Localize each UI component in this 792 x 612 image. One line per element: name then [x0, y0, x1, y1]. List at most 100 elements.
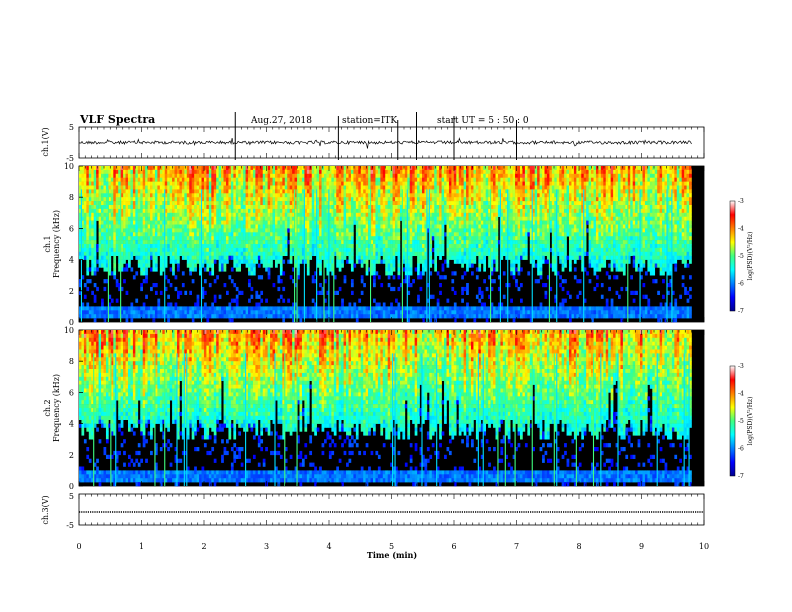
- spectrogram-cell: [377, 216, 381, 221]
- spectrogram-cell: [137, 205, 141, 210]
- spectrogram-cell: [478, 236, 482, 241]
- spectrogram-cell: [402, 185, 406, 190]
- spectrogram-cell: [110, 247, 114, 253]
- spectrogram-cell: [103, 232, 107, 237]
- spectrogram-cell: [316, 189, 320, 194]
- spectrogram-cell: [265, 298, 268, 303]
- spectrogram-cell: [365, 232, 369, 237]
- spectrogram-cell: [226, 220, 229, 225]
- spectrogram-cell: [230, 240, 234, 245]
- spectrogram-cell: [86, 251, 90, 256]
- spectrogram-cell: [441, 236, 445, 241]
- spectrogram-cell: [203, 240, 207, 245]
- spectrogram-cell: [118, 189, 121, 194]
- spectrogram-cell: [350, 173, 354, 178]
- spectrogram-cell: [299, 232, 303, 237]
- spectrogram-cell: [333, 224, 337, 229]
- spectrogram-cell: [463, 247, 467, 253]
- spectrogram-cell: [395, 236, 398, 241]
- spectrogram-cell: [238, 259, 241, 264]
- spectrogram-cell: [341, 185, 344, 190]
- spectrogram-cell: [235, 177, 239, 182]
- spectrogram-cell: [424, 181, 428, 186]
- spectrogram-cell: [86, 177, 90, 182]
- spectrogram-cell: [397, 228, 401, 233]
- spectrogram-cell: [328, 220, 332, 225]
- spectrogram-cell: [125, 212, 129, 217]
- spectrogram-cell: [412, 193, 415, 198]
- spectrogram-cell: [380, 232, 384, 237]
- spectrogram-cell: [348, 228, 352, 233]
- spectrogram-cell: [172, 240, 175, 245]
- spectrogram-cell: [292, 173, 295, 178]
- spectrogram-cell: [172, 197, 175, 202]
- spectrogram-cell: [306, 177, 310, 182]
- spectrogram-cell: [172, 255, 175, 260]
- spectrogram-cell: [306, 201, 310, 206]
- spectrogram-cell: [439, 314, 442, 319]
- spectrogram-cell: [380, 306, 384, 311]
- spectrogram-cell: [199, 306, 202, 311]
- spectrogram-cell: [115, 232, 119, 237]
- spectrogram-cell: [355, 314, 359, 319]
- spectrogram-cell: [385, 263, 388, 268]
- spectrogram-cell: [431, 212, 435, 217]
- spectrogram-cell: [316, 240, 320, 245]
- spectrogram-cell: [402, 255, 406, 260]
- spectrogram-cell: [419, 251, 423, 256]
- spectrogram-cell: [409, 189, 413, 194]
- spectrogram-cell: [150, 220, 153, 225]
- spectrogram-cell: [343, 177, 347, 182]
- spectrogram-cell: [81, 216, 85, 221]
- spectrogram-cell: [444, 201, 447, 206]
- spectrogram-cell: [262, 232, 266, 237]
- spectrogram-cell: [262, 244, 266, 249]
- spectrogram-cell: [221, 255, 224, 260]
- spectrogram-cell: [373, 236, 376, 241]
- spectrogram-cell: [159, 263, 163, 268]
- spectrogram-cell: [152, 208, 156, 214]
- spectrogram-cell: [377, 314, 381, 319]
- spectrogram-cell: [186, 173, 190, 178]
- spectrogram-cell: [424, 193, 428, 198]
- spectrogram-cell: [392, 212, 396, 217]
- spectrogram-cell: [331, 306, 335, 311]
- spectrogram-cell: [167, 212, 170, 217]
- spectrogram-cell: [174, 205, 178, 210]
- spectrogram-cell: [461, 181, 464, 186]
- spectrogram-cell: [409, 197, 413, 202]
- spectrogram-cell: [373, 232, 376, 237]
- spectrogram-cell: [132, 216, 136, 221]
- spectrogram-cell: [105, 259, 109, 264]
- spectrogram-cell: [301, 197, 305, 202]
- spectrogram-cell: [338, 228, 342, 233]
- spectrogram-cell: [150, 185, 153, 190]
- spectrogram-cell: [145, 267, 148, 272]
- spectrogram-cell: [453, 244, 457, 249]
- spectrogram-cell: [137, 193, 141, 198]
- spectrogram-cell: [390, 185, 393, 190]
- spectrogram-cell: [135, 314, 139, 319]
- spectrogram-cell: [226, 177, 229, 182]
- spectrogram-cell: [358, 240, 362, 245]
- spectrogram-cell: [115, 166, 119, 171]
- spectrogram-cell: [409, 232, 413, 237]
- spectrogram-cell: [164, 255, 168, 260]
- spectrogram-cell: [304, 251, 308, 256]
- spectrogram-cell: [338, 212, 342, 217]
- spectrogram-cell: [456, 306, 460, 311]
- spectrogram-cell: [250, 259, 254, 264]
- spectrogram-cell: [203, 189, 207, 194]
- spectrogram-cell: [350, 201, 354, 206]
- spectrogram-cell: [390, 255, 393, 260]
- spectrogram-cell: [140, 286, 143, 292]
- spectrogram-cell: [216, 224, 219, 229]
- spectrogram-cell: [93, 306, 97, 311]
- spectrogram-cell: [103, 177, 107, 182]
- spectrogram-cell: [179, 212, 183, 217]
- spectrogram-cell: [169, 232, 173, 237]
- spectrogram-cell: [223, 173, 227, 178]
- spectrogram-cell: [355, 181, 359, 186]
- spectrogram-cell: [154, 220, 158, 225]
- spectrogram-cell: [154, 177, 158, 182]
